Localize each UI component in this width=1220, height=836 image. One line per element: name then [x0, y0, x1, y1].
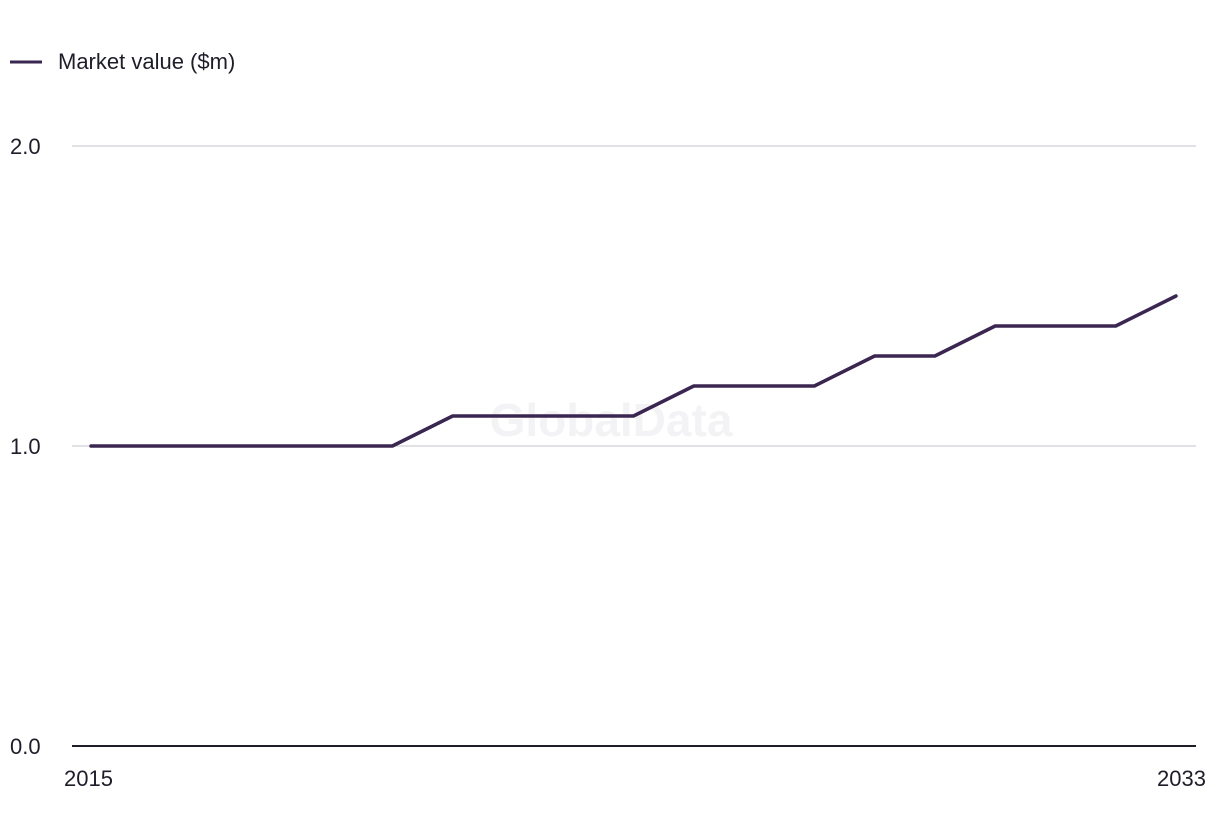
data-point[interactable]	[330, 444, 334, 448]
x-tick-label-start: 2015	[64, 766, 113, 791]
data-point[interactable]	[89, 444, 93, 448]
y-axis: 0.0 1.0 2.0	[10, 134, 41, 759]
data-point[interactable]	[270, 444, 274, 448]
legend-label: Market value ($m)	[58, 49, 235, 74]
data-point[interactable]	[451, 414, 455, 418]
x-axis: 2015 2033	[64, 766, 1206, 791]
data-point[interactable]	[752, 384, 756, 388]
data-point[interactable]	[692, 384, 696, 388]
series-line	[89, 294, 1178, 448]
legend: Market value ($m)	[10, 49, 235, 74]
data-point[interactable]	[1174, 294, 1178, 298]
data-point[interactable]	[993, 324, 997, 328]
data-point[interactable]	[149, 444, 153, 448]
data-point[interactable]	[812, 384, 816, 388]
data-point[interactable]	[1114, 324, 1118, 328]
data-point[interactable]	[1053, 324, 1057, 328]
series-group	[89, 294, 1178, 448]
data-point[interactable]	[390, 444, 394, 448]
x-tick-label-end: 2033	[1157, 766, 1206, 791]
watermark-text: GlobalData	[490, 394, 733, 446]
data-point[interactable]	[210, 444, 214, 448]
data-point[interactable]	[511, 414, 515, 418]
y-tick-label: 0.0	[10, 734, 41, 759]
data-point[interactable]	[632, 414, 636, 418]
data-point[interactable]	[873, 354, 877, 358]
data-point[interactable]	[933, 354, 937, 358]
data-point[interactable]	[571, 414, 575, 418]
y-tick-label: 1.0	[10, 434, 41, 459]
y-tick-label: 2.0	[10, 134, 41, 159]
